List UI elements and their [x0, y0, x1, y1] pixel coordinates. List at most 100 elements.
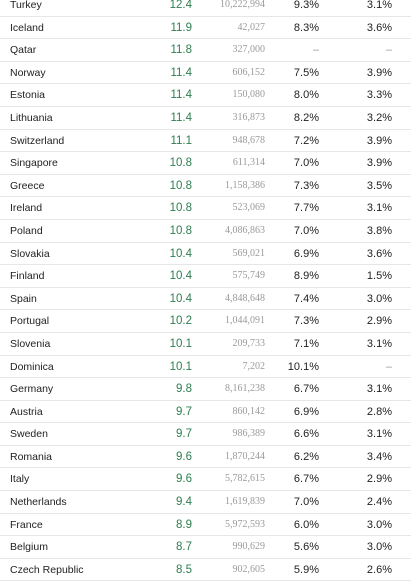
- table-row: Finland 10.4 575,749 8.9% 1.5%: [0, 265, 411, 288]
- table-row: France 8.9 5,972,593 6.0% 3.0%: [0, 514, 411, 537]
- rate-value: 10.2: [169, 315, 192, 328]
- rate-value: 10.1: [169, 337, 192, 350]
- growth-value: 3.9%: [366, 134, 392, 147]
- country-name: Austria: [10, 405, 43, 418]
- rate-value: 10.8: [169, 224, 192, 237]
- rate-value: 9.7: [176, 405, 192, 418]
- percent-value: 7.2%: [293, 134, 319, 147]
- growth-value: 3.0%: [366, 292, 392, 305]
- growth-value: 3.1%: [366, 202, 392, 215]
- country-name: Netherlands: [10, 496, 67, 509]
- count-value: 1,158,386: [225, 179, 265, 191]
- count-value: 10,222,994: [220, 0, 265, 10]
- country-name: Singapore: [10, 157, 58, 170]
- country-name: Iceland: [10, 21, 44, 34]
- table-row: Turkey 12.4 10,222,994 9.3% 3.1%: [0, 0, 411, 17]
- country-name: Greece: [10, 179, 45, 192]
- percent-value: 6.0%: [293, 518, 319, 531]
- table-row: Romania 9.6 1,870,244 6.2% 3.4%: [0, 446, 411, 469]
- country-name: Qatar: [10, 44, 37, 57]
- country-name: Lithuania: [10, 111, 53, 124]
- growth-value: 3.9%: [366, 66, 392, 79]
- rate-value: 10.4: [169, 247, 192, 260]
- growth-value: 3.0%: [366, 518, 392, 531]
- table-row: Poland 10.8 4,086,863 7.0% 3.8%: [0, 220, 411, 243]
- growth-value: 2.4%: [366, 496, 392, 509]
- percent-value: 7.0%: [293, 157, 319, 170]
- count-value: 209,733: [232, 337, 266, 349]
- rate-value: 9.7: [176, 428, 192, 441]
- table-row: Italy 9.6 5,782,615 6.7% 2.9%: [0, 468, 411, 492]
- percent-value: 8.3%: [293, 21, 319, 34]
- country-name: Belgium: [10, 541, 48, 554]
- percent-value: 6.6%: [293, 428, 319, 441]
- count-value: 316,873: [232, 111, 266, 123]
- table-row: Spain 10.4 4,848,648 7.4% 3.0%: [0, 288, 411, 311]
- country-name: Finland: [10, 270, 45, 283]
- country-name: Estonia: [10, 89, 46, 102]
- growth-value: 3.1%: [366, 337, 392, 350]
- table-row: Norway 11.4 606,152 7.5% 3.9%: [0, 62, 411, 85]
- country-name: Czech Republic: [10, 563, 84, 576]
- country-name: Ireland: [10, 202, 43, 215]
- count-value: 4,086,863: [225, 224, 265, 236]
- percent-value: 6.7%: [293, 383, 319, 396]
- table-row: Singapore 10.8 611,314 7.0% 3.9%: [0, 152, 411, 175]
- country-name: France: [10, 518, 43, 531]
- rate-value: 11.9: [170, 21, 192, 34]
- rate-value: 9.6: [176, 450, 192, 463]
- growth-value: 3.8%: [366, 224, 392, 237]
- count-value: 1,870,244: [225, 450, 265, 462]
- country-name: Sweden: [10, 428, 48, 441]
- rate-value: 10.8: [169, 202, 192, 215]
- country-name: Spain: [10, 292, 37, 305]
- rate-value: 11.4: [170, 111, 192, 124]
- rate-value: 8.7: [176, 541, 192, 554]
- count-value: 902,605: [232, 563, 266, 575]
- count-value: 575,749: [232, 270, 266, 282]
- table-row: Qatar 11.8 327,000 – –: [0, 39, 411, 62]
- count-value: 523,069: [232, 202, 266, 214]
- country-name: Germany: [10, 383, 54, 396]
- country-name: Norway: [10, 66, 46, 79]
- rate-value: 11.1: [170, 134, 192, 147]
- growth-value: 3.0%: [366, 541, 392, 554]
- percent-value: 5.6%: [293, 541, 319, 554]
- growth-value: 3.1%: [366, 428, 392, 441]
- percent-value: 7.7%: [293, 202, 319, 215]
- table-row: Lithuania 11.4 316,873 8.2% 3.2%: [0, 107, 411, 130]
- growth-value: 1.5%: [366, 270, 392, 283]
- growth-value: 3.5%: [366, 179, 392, 192]
- growth-value: 3.9%: [366, 157, 392, 170]
- rate-value: 12.4: [169, 0, 192, 11]
- country-name: Turkey: [10, 0, 42, 11]
- percent-value: 7.3%: [293, 315, 319, 328]
- growth-value: 2.9%: [366, 473, 392, 486]
- growth-value: 3.6%: [366, 21, 392, 34]
- country-name: Slovenia: [10, 337, 51, 350]
- table-row: Greece 10.8 1,158,386 7.3% 3.5%: [0, 175, 411, 198]
- table-row: Germany 9.8 8,161,238 6.7% 3.1%: [0, 378, 411, 401]
- percent-value: 7.0%: [293, 496, 319, 509]
- percent-value: 5.9%: [293, 563, 319, 576]
- table-row: Estonia 11.4 150,080 8.0% 3.3%: [0, 84, 411, 107]
- percent-value: 7.3%: [293, 179, 319, 192]
- count-value: 5,782,615: [225, 473, 265, 485]
- rate-value: 11.4: [170, 89, 192, 102]
- count-value: 948,678: [232, 134, 266, 146]
- growth-value: 3.1%: [366, 0, 392, 11]
- count-value: 5,972,593: [225, 518, 265, 530]
- percent-value: 9.3%: [293, 0, 319, 11]
- count-value: 611,314: [232, 157, 265, 169]
- country-name: Portugal: [10, 315, 50, 328]
- count-value: 986,389: [232, 428, 266, 440]
- count-value: 1,619,839: [225, 496, 265, 508]
- growth-value: 3.6%: [366, 247, 392, 260]
- percent-value: 7.1%: [293, 337, 319, 350]
- percent-value: 6.7%: [293, 473, 319, 486]
- table-row: Slovenia 10.1 209,733 7.1% 3.1%: [0, 333, 411, 356]
- count-value: 1,044,091: [225, 315, 265, 327]
- rate-value: 10.1: [169, 360, 192, 373]
- table-row: Sweden 9.7 986,389 6.6% 3.1%: [0, 423, 411, 446]
